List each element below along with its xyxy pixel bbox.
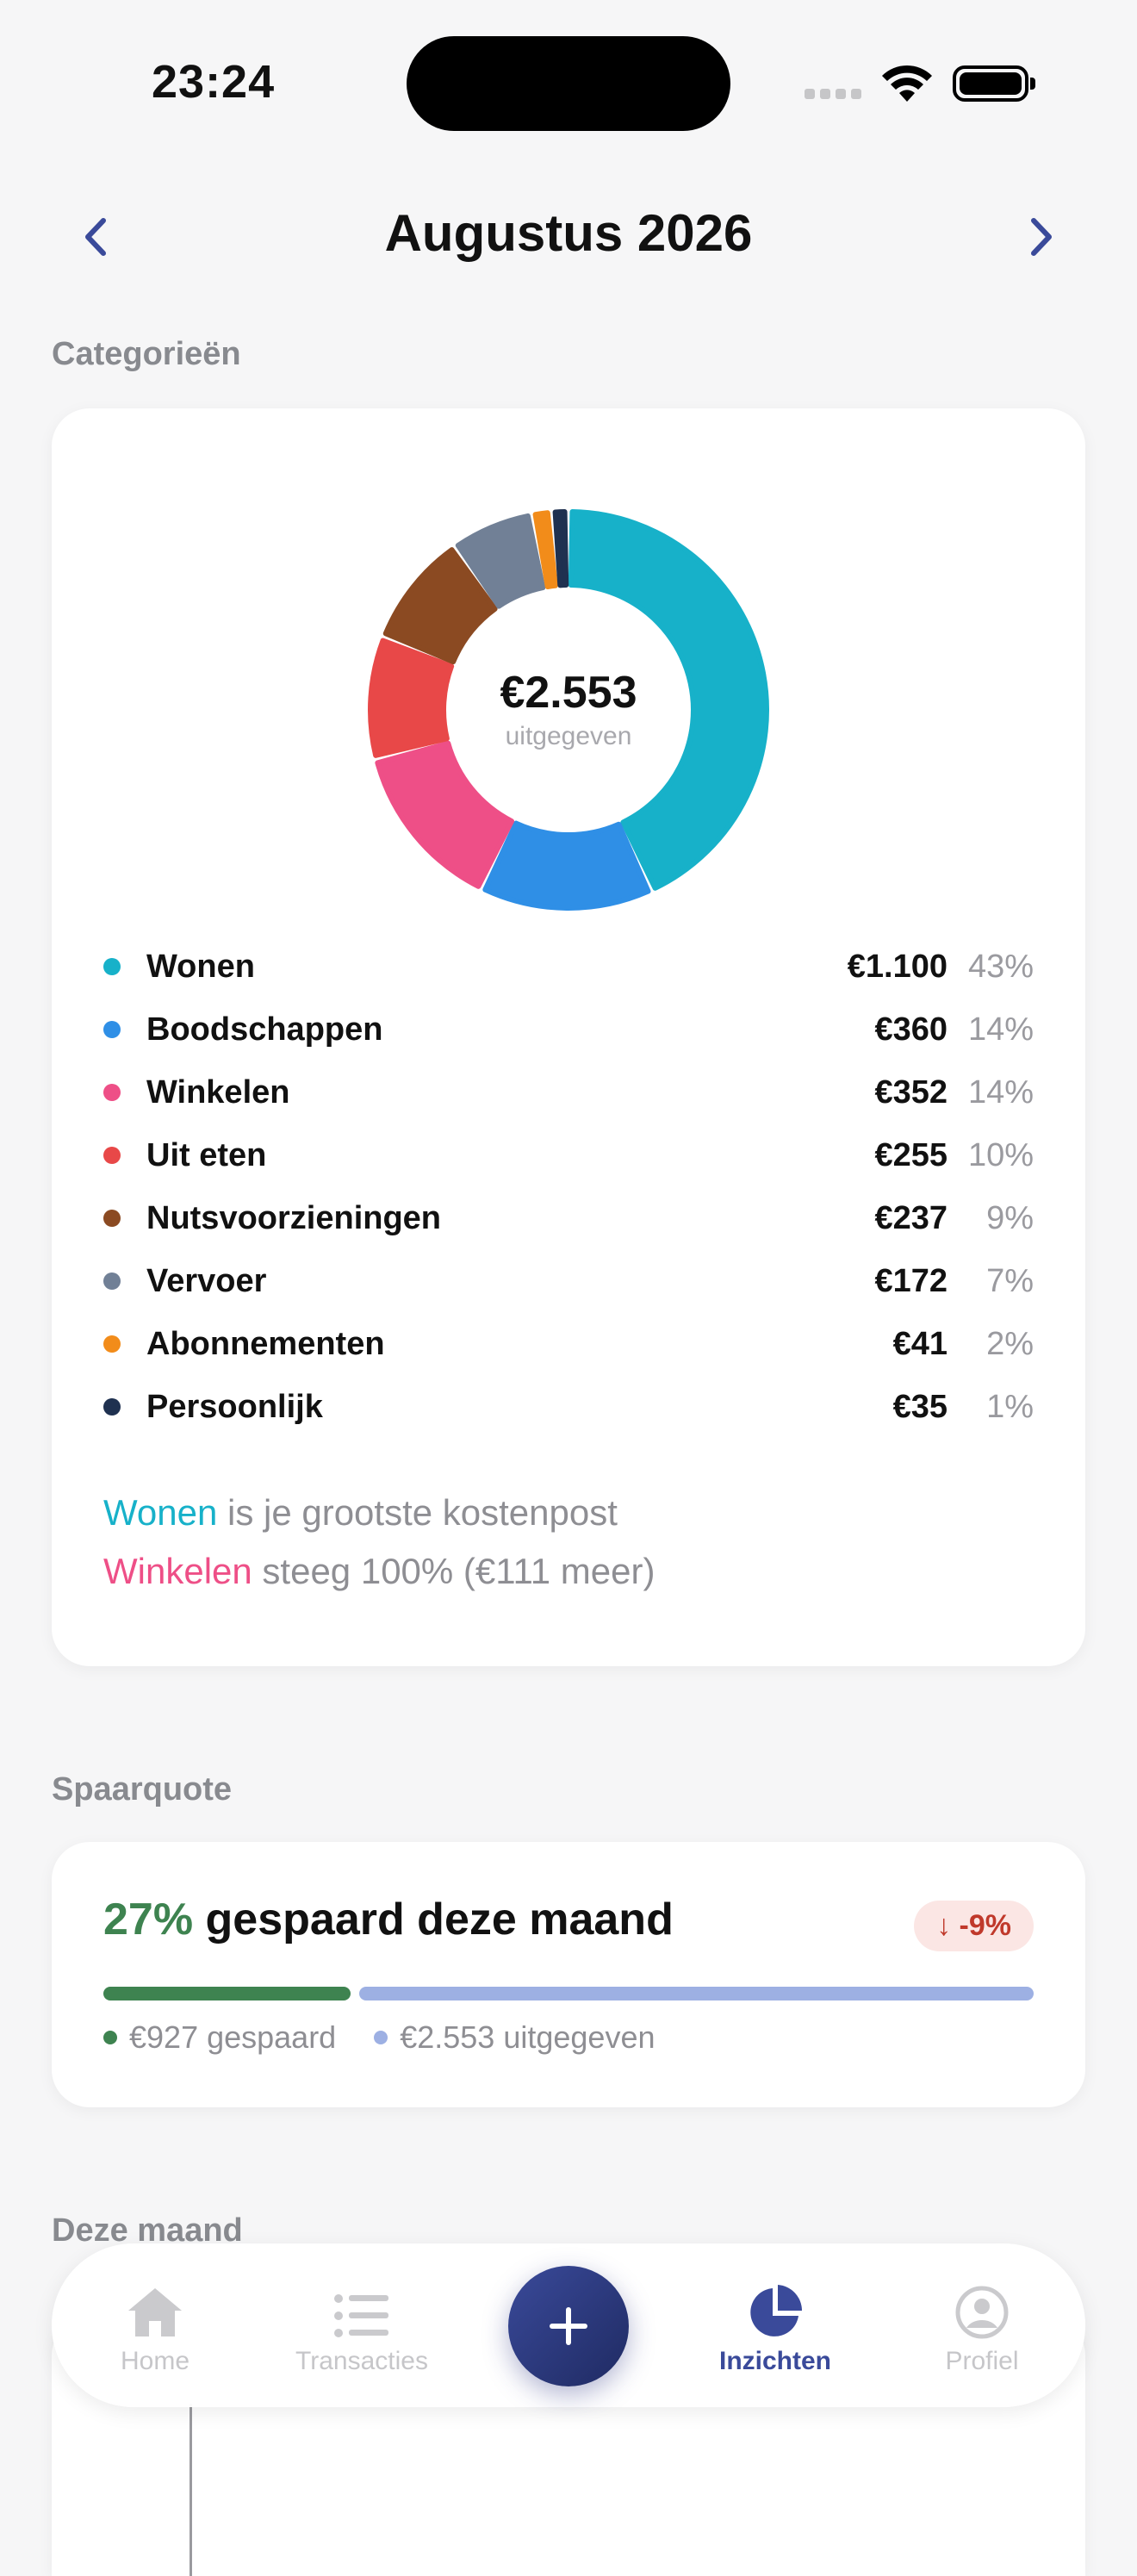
category-amount: €237 [874,1199,948,1236]
category-color-dot [103,1398,121,1416]
category-name: Abonnementen [146,1325,385,1362]
category-color-dot [103,1147,121,1164]
savings-card: 27% gespaard deze maand ↓ -9% €927 gespa… [52,1842,1085,2107]
tab-insights-label: Inzichten [718,2347,831,2375]
category-amount: €360 [874,1011,948,1048]
donut-slice-nutsvoorzieningen[interactable] [382,547,498,665]
saved-label: €927 gespaard [129,2019,337,2055]
category-color-dot [103,1021,121,1038]
donut-slice-boodschappen[interactable] [482,820,651,911]
savings-rate: 27% [103,1895,194,1944]
category-row[interactable]: Abonnementen €41 2% [103,1318,1034,1370]
tab-home[interactable]: Home [69,2278,241,2376]
add-transaction-button[interactable] [508,2266,629,2386]
month-title: Augustus 2026 [384,204,753,262]
battery-icon [953,65,1035,102]
category-name: Nutsvoorzieningen [146,1199,442,1236]
category-percent: 1% [986,1388,1034,1425]
wifi-icon [882,65,932,102]
spent-dot [374,2031,388,2044]
category-amount: €172 [874,1262,948,1299]
category-percent: 2% [986,1325,1034,1362]
donut-slice-winkelen[interactable] [375,740,515,889]
category-percent: 14% [967,1011,1034,1048]
category-row[interactable]: Nutsvoorzieningen €237 9% [103,1192,1034,1244]
category-color-dot [103,1335,121,1353]
insight-largest-category: Wonen [103,1492,218,1533]
this-month-section-title: Deze maand [52,2212,243,2249]
categories-card: €2.553 uitgegeven Wonen €1.100 43% Boodscha… [52,408,1085,1666]
savings-section-title: Spaarquote [52,1771,233,1808]
next-month-button[interactable] [1011,207,1072,267]
donut-slice-abonnementen[interactable] [532,510,558,590]
status-time: 23:24 [152,56,276,108]
category-row[interactable]: Vervoer €172 7% [103,1255,1034,1307]
insight-largest-text: is je grootste kostenpost [217,1492,618,1533]
category-color-dot [103,1084,121,1101]
savings-bar-spent [358,1987,1034,2000]
previous-month-button[interactable] [65,207,126,267]
insight-increase-category: Winkelen [103,1551,252,1591]
category-amount: €41 [892,1325,948,1362]
category-amount: €352 [874,1073,948,1111]
category-percent: 7% [986,1262,1034,1299]
category-donut-chart [368,509,769,911]
donut-slice-wonen[interactable] [568,509,769,891]
spent-label: €2.553 uitgegeven [400,2019,655,2055]
category-amount: €255 [874,1136,948,1173]
insight-increase-text: steeg 100% (€111 meer) [252,1551,655,1591]
tab-profile-label: Profiel [945,2347,1019,2375]
insight-largest-expense: Wonen is je grootste kostenpost [103,1492,618,1534]
savings-legend: €927 gespaard €2.553 uitgegeven [103,2019,655,2056]
category-name: Boodschappen [146,1011,383,1048]
category-row[interactable]: Persoonlijk €35 1% [103,1381,1034,1433]
dynamic-island [407,36,730,131]
savings-bar-saved [103,1987,351,2000]
category-color-dot [103,1210,121,1227]
category-row[interactable]: Winkelen €352 14% [103,1067,1034,1118]
category-percent: 10% [967,1136,1034,1173]
category-row[interactable]: Uit eten €255 10% [103,1129,1034,1181]
plus-icon [550,2307,587,2345]
donut-total-amount: €2.553 [500,668,637,718]
donut-slice-uit-eten[interactable] [368,638,455,758]
category-row[interactable]: Boodschappen €360 14% [103,1004,1034,1055]
tab-transactions[interactable]: Transacties [276,2278,448,2376]
tab-transactions-label: Transacties [295,2347,428,2375]
chevron-right-icon [1031,218,1052,256]
donut-total-caption: uitgegeven [505,722,632,750]
profile-icon [955,2286,1009,2339]
category-percent: 43% [967,948,1034,985]
tab-home-label: Home [120,2347,190,2375]
category-name: Persoonlijk [146,1388,323,1425]
list-icon [334,2294,388,2337]
donut-slice-vervoer[interactable] [455,513,546,609]
insight-increase: Winkelen steeg 100% (€111 meer) [103,1551,655,1592]
categories-section-title: Categorieën [52,336,241,372]
category-row[interactable]: Wonen €1.100 43% [103,941,1034,992]
category-name: Wonen [146,948,255,985]
pie-chart-icon [750,2285,803,2336]
chart-axis-line [190,2404,192,2576]
category-name: Winkelen [146,1073,290,1111]
savings-change-badge: ↓ -9% [914,1901,1034,1951]
donut-slice-persoonlijk[interactable] [552,509,569,588]
category-color-dot [103,958,121,975]
savings-headline: 27% gespaard deze maand [103,1894,674,1945]
savings-progress-bar [103,1987,1034,2000]
category-color-dot [103,1272,121,1290]
tab-profile[interactable]: Profiel [896,2278,1068,2376]
saved-dot [103,2031,117,2044]
category-amount: €1.100 [847,948,948,985]
category-percent: 9% [986,1199,1034,1236]
tab-insights[interactable]: Inzichten [689,2278,861,2376]
home-icon [128,2288,182,2336]
savings-headline-text: gespaard deze maand [193,1895,674,1944]
category-name: Vervoer [146,1262,267,1299]
chevron-left-icon [85,218,106,256]
category-percent: 14% [967,1073,1034,1111]
category-name: Uit eten [146,1136,267,1173]
cellular-signal-icon [805,88,867,103]
category-amount: €35 [892,1388,948,1425]
